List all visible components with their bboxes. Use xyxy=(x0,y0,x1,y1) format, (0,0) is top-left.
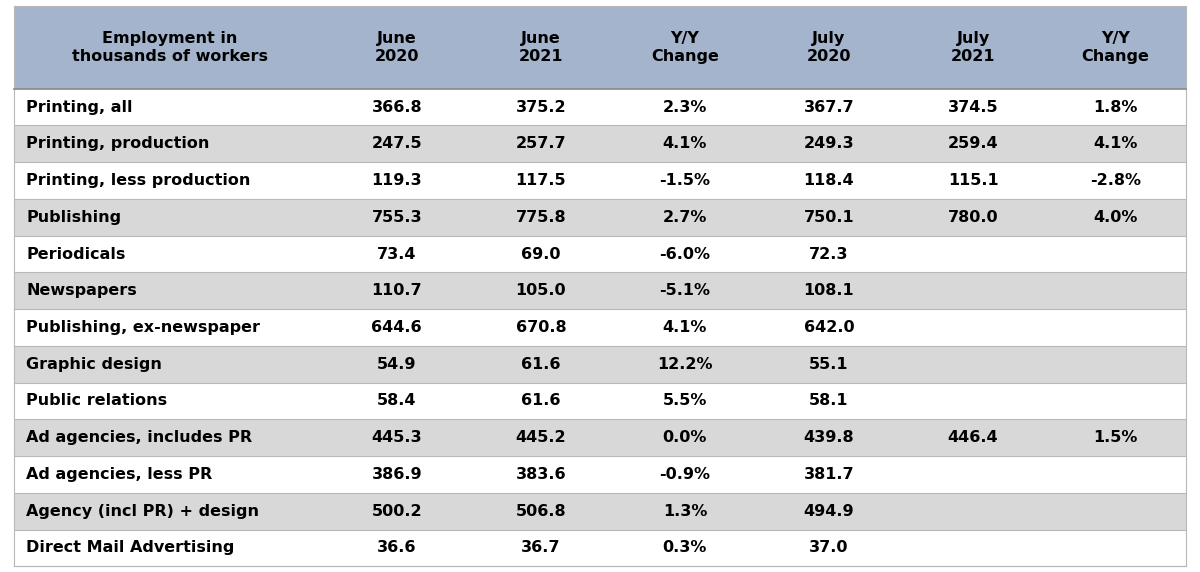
Text: Ad agencies, includes PR: Ad agencies, includes PR xyxy=(26,430,252,445)
Text: 381.7: 381.7 xyxy=(804,467,854,482)
Bar xyxy=(14,162,1186,199)
Text: June
2021: June 2021 xyxy=(518,31,563,63)
Text: Printing, production: Printing, production xyxy=(26,136,210,151)
Bar xyxy=(14,309,1186,346)
Bar xyxy=(14,346,1186,383)
Text: Printing, all: Printing, all xyxy=(26,100,133,114)
Bar xyxy=(14,199,1186,236)
Text: 500.2: 500.2 xyxy=(372,504,422,519)
Text: July
2020: July 2020 xyxy=(806,31,851,63)
Text: -6.0%: -6.0% xyxy=(660,247,710,261)
Text: Graphic design: Graphic design xyxy=(26,357,162,372)
Text: 445.2: 445.2 xyxy=(516,430,566,445)
Text: 5.5%: 5.5% xyxy=(662,394,707,408)
Text: 115.1: 115.1 xyxy=(948,173,998,188)
Bar xyxy=(14,493,1186,530)
Text: 37.0: 37.0 xyxy=(809,541,848,555)
Bar xyxy=(14,6,1186,89)
Text: -1.5%: -1.5% xyxy=(660,173,710,188)
Text: 73.4: 73.4 xyxy=(377,247,416,261)
Bar xyxy=(14,272,1186,309)
Bar xyxy=(14,125,1186,162)
Text: Periodicals: Periodicals xyxy=(26,247,126,261)
Text: 374.5: 374.5 xyxy=(948,100,998,114)
Bar xyxy=(14,419,1186,456)
Text: Direct Mail Advertising: Direct Mail Advertising xyxy=(26,541,235,555)
Text: 4.0%: 4.0% xyxy=(1093,210,1138,225)
Text: 117.5: 117.5 xyxy=(516,173,566,188)
Text: June
2020: June 2020 xyxy=(374,31,419,63)
Text: 445.3: 445.3 xyxy=(372,430,422,445)
Text: 108.1: 108.1 xyxy=(804,283,854,298)
Bar xyxy=(14,456,1186,493)
Text: 446.4: 446.4 xyxy=(948,430,998,445)
Text: 755.3: 755.3 xyxy=(372,210,422,225)
Text: 12.2%: 12.2% xyxy=(658,357,713,372)
Text: 69.0: 69.0 xyxy=(521,247,560,261)
Text: 36.6: 36.6 xyxy=(377,541,416,555)
Text: 249.3: 249.3 xyxy=(804,136,854,151)
Text: 775.8: 775.8 xyxy=(516,210,566,225)
Text: -0.9%: -0.9% xyxy=(660,467,710,482)
Text: 4.1%: 4.1% xyxy=(1093,136,1138,151)
Text: 247.5: 247.5 xyxy=(372,136,422,151)
Text: Ad agencies, less PR: Ad agencies, less PR xyxy=(26,467,212,482)
Text: 55.1: 55.1 xyxy=(809,357,848,372)
Text: 4.1%: 4.1% xyxy=(662,136,707,151)
Text: 642.0: 642.0 xyxy=(804,320,854,335)
Text: 386.9: 386.9 xyxy=(372,467,422,482)
Text: 58.4: 58.4 xyxy=(377,394,416,408)
Text: July
2021: July 2021 xyxy=(950,31,995,63)
Text: 1.5%: 1.5% xyxy=(1093,430,1138,445)
Text: Agency (incl PR) + design: Agency (incl PR) + design xyxy=(26,504,259,519)
Text: 670.8: 670.8 xyxy=(516,320,566,335)
Text: Publishing, ex-newspaper: Publishing, ex-newspaper xyxy=(26,320,260,335)
Text: Employment in
thousands of workers: Employment in thousands of workers xyxy=(72,31,268,63)
Text: 118.4: 118.4 xyxy=(804,173,854,188)
Text: 366.8: 366.8 xyxy=(372,100,422,114)
Text: 61.6: 61.6 xyxy=(521,357,560,372)
Text: Public relations: Public relations xyxy=(26,394,168,408)
Text: 383.6: 383.6 xyxy=(516,467,566,482)
Bar xyxy=(14,383,1186,419)
Text: 644.6: 644.6 xyxy=(372,320,422,335)
Text: Printing, less production: Printing, less production xyxy=(26,173,251,188)
Text: 506.8: 506.8 xyxy=(516,504,566,519)
Bar xyxy=(14,530,1186,566)
Text: 110.7: 110.7 xyxy=(372,283,422,298)
Text: 259.4: 259.4 xyxy=(948,136,998,151)
Text: 54.9: 54.9 xyxy=(377,357,416,372)
Text: 2.7%: 2.7% xyxy=(662,210,707,225)
Text: 58.1: 58.1 xyxy=(809,394,848,408)
Text: 494.9: 494.9 xyxy=(804,504,854,519)
Text: 36.7: 36.7 xyxy=(521,541,560,555)
Text: 4.1%: 4.1% xyxy=(662,320,707,335)
Text: 1.8%: 1.8% xyxy=(1093,100,1138,114)
Text: -2.8%: -2.8% xyxy=(1090,173,1141,188)
Text: 750.1: 750.1 xyxy=(804,210,854,225)
Text: 61.6: 61.6 xyxy=(521,394,560,408)
Text: 439.8: 439.8 xyxy=(804,430,854,445)
Bar xyxy=(14,89,1186,125)
Text: 105.0: 105.0 xyxy=(516,283,566,298)
Bar xyxy=(14,236,1186,272)
Text: 1.3%: 1.3% xyxy=(662,504,707,519)
Text: -5.1%: -5.1% xyxy=(660,283,710,298)
Text: 2.3%: 2.3% xyxy=(662,100,707,114)
Text: 257.7: 257.7 xyxy=(516,136,566,151)
Text: 780.0: 780.0 xyxy=(948,210,998,225)
Text: 375.2: 375.2 xyxy=(516,100,566,114)
Text: 119.3: 119.3 xyxy=(372,173,422,188)
Text: Newspapers: Newspapers xyxy=(26,283,137,298)
Text: Y/Y
Change: Y/Y Change xyxy=(650,31,719,63)
Text: 367.7: 367.7 xyxy=(804,100,854,114)
Text: 0.3%: 0.3% xyxy=(662,541,707,555)
Text: Y/Y
Change: Y/Y Change xyxy=(1081,31,1150,63)
Text: 72.3: 72.3 xyxy=(809,247,848,261)
Text: 0.0%: 0.0% xyxy=(662,430,707,445)
Text: Publishing: Publishing xyxy=(26,210,121,225)
